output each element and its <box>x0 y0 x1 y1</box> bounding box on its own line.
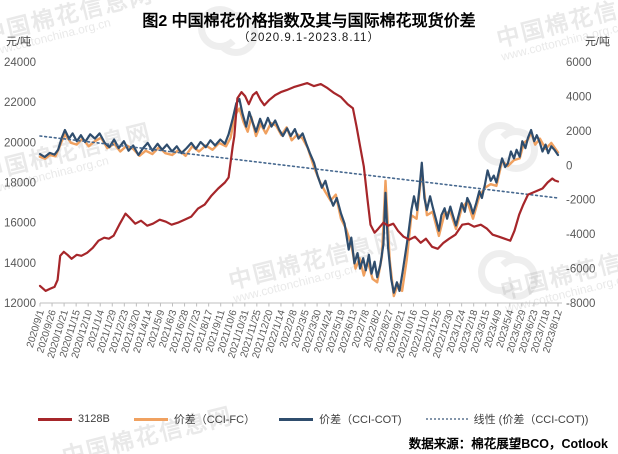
svg-text:-2000: -2000 <box>566 195 595 207</box>
price-index-chart: 2400022000200001800016000140001200060004… <box>4 57 595 360</box>
svg-text:-4000: -4000 <box>566 229 595 241</box>
legend-line-swatch <box>133 417 168 421</box>
svg-text:-6000: -6000 <box>566 264 595 276</box>
svg-text:18000: 18000 <box>4 178 36 190</box>
legend-label: 3128B <box>78 413 110 425</box>
svg-text:4000: 4000 <box>566 91 592 103</box>
legend-label: 线性 (价差（CCI-COT)) <box>473 414 589 426</box>
svg-text:22000: 22000 <box>4 97 36 109</box>
legend-line-swatch <box>38 417 72 421</box>
legend-line-swatch <box>279 417 314 421</box>
svg-text:16000: 16000 <box>4 218 36 230</box>
chart-title: 图2 中国棉花价格指数及其与国际棉花现货价差 <box>142 13 476 30</box>
legend-dotted-swatch <box>425 418 468 420</box>
svg-text:24000: 24000 <box>4 57 36 69</box>
legend-label: 价差（CCI-FC） <box>173 414 256 426</box>
left-axis-unit: 元/吨 <box>6 36 32 48</box>
legend-label: 价差（CCI-COT) <box>319 414 402 426</box>
svg-text:0: 0 <box>566 160 572 172</box>
legend-item-trend: 线性 (价差（CCI-COT)) <box>425 411 589 427</box>
svg-text:2000: 2000 <box>566 126 592 138</box>
chart-legend: 3128B 价差（CCI-FC） 价差（CCI-COT) 线性 (价差（CCI-… <box>38 411 588 427</box>
data-source: 数据来源：棉花展望BCO，Cotlook <box>408 437 608 451</box>
chart-subtitle: （2020.9.1-2023.8.11） <box>238 32 380 44</box>
svg-text:6000: 6000 <box>566 57 592 69</box>
legend-item-cci-fc: 价差（CCI-FC） <box>133 411 256 427</box>
svg-text:12000: 12000 <box>4 298 36 310</box>
svg-text:20000: 20000 <box>4 137 36 149</box>
legend-item-3128b: 3128B <box>38 413 110 425</box>
svg-text:14000: 14000 <box>4 258 36 270</box>
right-axis-unit: 元/吨 <box>584 36 610 48</box>
svg-text:-8000: -8000 <box>566 298 595 310</box>
legend-item-cci-cot: 价差（CCI-COT) <box>279 411 402 427</box>
